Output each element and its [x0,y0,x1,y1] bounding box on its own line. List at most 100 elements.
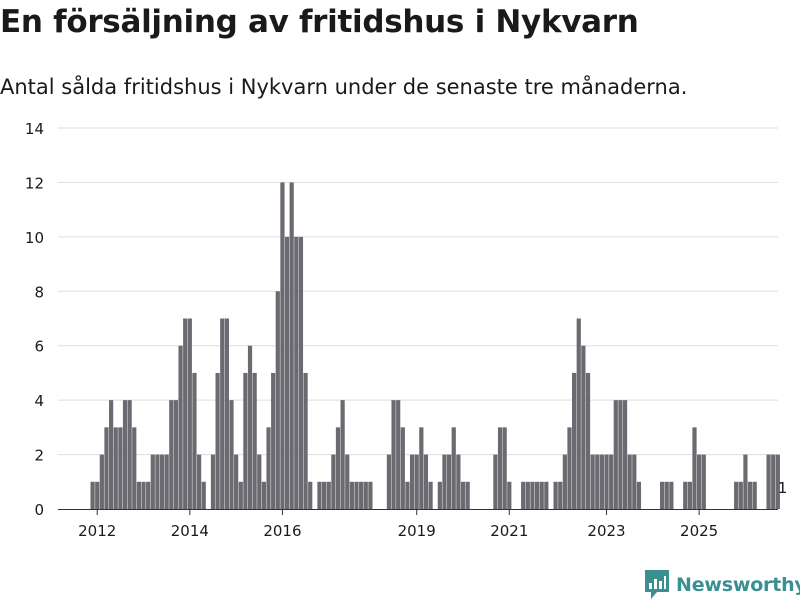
bar [687,481,692,509]
bar [775,454,780,509]
chart-subtitle: Antal sålda fritidshus i Nykvarn under d… [0,75,688,99]
bar [396,400,401,509]
newsworthy-logo-icon [645,570,669,599]
bar [609,454,614,509]
bar [544,481,549,509]
bar [169,400,174,509]
data-label: 1 [778,479,788,497]
bar [493,454,498,509]
y-tick-label: 10 [25,229,44,247]
bar [669,481,674,509]
bar [257,454,262,509]
bar [354,481,359,509]
bar [340,400,345,509]
bar [743,454,748,509]
y-tick-label: 4 [34,392,44,410]
bar [391,400,396,509]
bar [141,481,146,509]
brand-name: Newsworthy [676,574,800,596]
annotations: 1 [778,479,788,497]
bar [298,236,304,509]
bar [224,318,229,509]
y-axis: 0 2 4 6 8 10 12 14 [25,120,44,519]
bar [562,454,567,509]
bar [322,481,327,509]
bar [734,481,739,509]
bar [400,427,405,509]
bar [132,427,137,509]
bar [136,481,141,509]
bar [113,427,118,509]
bar [590,454,595,509]
bar [349,481,354,509]
bar [183,318,188,509]
bar [146,481,151,509]
bar [419,427,424,509]
bar [585,372,591,509]
bar [664,481,669,509]
bar [247,345,253,509]
bar [692,427,697,509]
bar [460,481,466,509]
bar [627,454,632,509]
bar [465,481,470,509]
bar [442,454,447,509]
bar [437,481,442,509]
bar [359,481,364,509]
bar [331,454,336,509]
bar [266,427,271,509]
bar [553,481,558,509]
x-tick-label: 2025 [680,522,718,540]
bar [539,481,544,509]
bar [428,481,433,509]
bar [414,454,419,509]
bar [497,427,503,509]
bar [326,481,331,509]
bar [572,372,577,509]
bar [229,400,234,509]
bar [275,291,280,509]
bar [534,481,540,509]
bar [317,481,322,509]
bar [109,400,114,509]
y-tick-label: 0 [34,501,44,519]
bar [196,454,202,509]
bar [405,481,410,509]
bar [576,318,581,509]
bar [220,318,225,509]
bar [368,481,373,509]
bar [95,481,100,509]
bar [618,400,623,509]
bar [632,454,637,509]
bar [451,427,456,509]
y-tick-label: 6 [34,338,44,356]
bar [127,400,132,509]
bar [335,427,341,509]
bar [363,481,368,509]
bar-chart: 0 2 4 6 8 10 12 14 2012 2014 2016 2019 2021 2023 2025… [25,120,788,540]
bar [683,481,688,509]
bar [595,454,600,509]
bar [521,481,526,509]
bar [289,182,294,509]
bar [558,481,563,509]
bar [99,454,104,509]
bar [738,481,743,509]
bar [210,454,216,509]
bar [303,372,308,509]
bar [604,454,609,509]
newsworthy-brand[interactable]: Newsworthy [645,570,800,600]
bar [118,427,123,509]
x-tick-label: 2012 [78,522,116,540]
bar [178,345,183,509]
bar [261,481,267,509]
bar [252,372,257,509]
bar [747,481,753,509]
bar [530,481,535,509]
x-tick-label: 2019 [398,522,436,540]
bar [659,481,665,509]
bar [456,454,461,509]
bar [599,454,604,509]
x-axis: 2012 2014 2016 2019 2021 2023 2025 [58,509,778,540]
y-tick-label: 2 [34,447,44,465]
